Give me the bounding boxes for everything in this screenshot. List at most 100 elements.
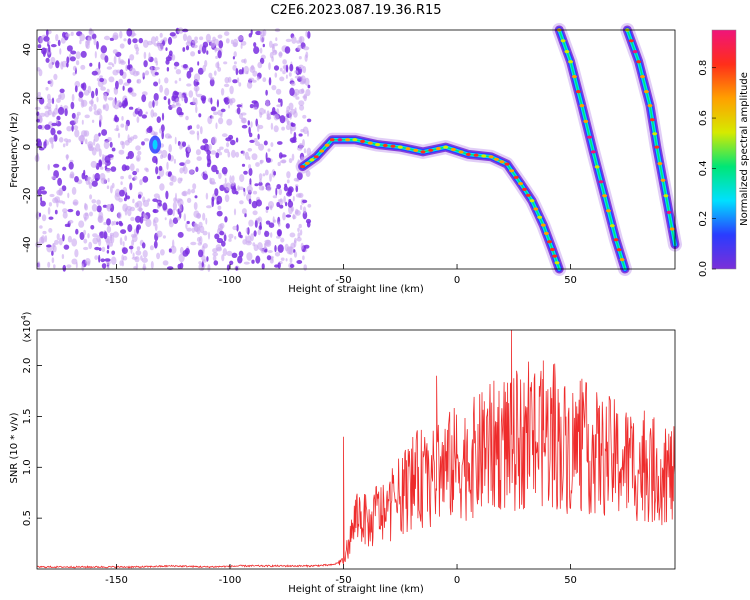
noise-speck xyxy=(164,217,167,221)
noise-speck xyxy=(213,70,217,76)
noise-speck xyxy=(172,217,179,224)
noise-speck xyxy=(174,91,180,96)
noise-speck xyxy=(288,246,294,255)
noise-speck xyxy=(124,123,129,131)
noise-speck xyxy=(303,148,307,154)
ridge-hotspot xyxy=(367,141,373,145)
noise-speck xyxy=(143,51,147,60)
noise-speck xyxy=(37,188,42,196)
noise-speck xyxy=(150,261,154,269)
noise-speck xyxy=(119,59,124,64)
ridge-hotspot xyxy=(537,215,543,219)
noise-speck xyxy=(103,92,108,101)
noise-speck xyxy=(285,201,288,207)
noise-speck xyxy=(272,219,277,223)
noise-speck xyxy=(156,41,161,48)
snr-y-tick-label: 2.0 xyxy=(22,358,33,374)
noise-speck xyxy=(119,43,125,49)
noise-speck xyxy=(211,164,218,173)
noise-speck xyxy=(217,50,222,59)
noise-speck xyxy=(74,176,79,183)
snr-x-tick-label: 0 xyxy=(454,575,460,586)
noise-speck xyxy=(153,193,160,199)
noise-speck xyxy=(67,208,74,213)
ridge-hotspot xyxy=(494,157,499,161)
noise-speck xyxy=(243,187,246,192)
noise-speck xyxy=(255,199,262,207)
noise-speck xyxy=(199,225,205,234)
noise-speck xyxy=(143,213,146,219)
noise-speck xyxy=(221,240,226,247)
noise-speck xyxy=(287,200,294,208)
noise-speck xyxy=(302,46,310,51)
noise-speck xyxy=(59,88,65,94)
noise-speck xyxy=(153,81,159,87)
noise-speck xyxy=(91,119,95,124)
noise-speck xyxy=(226,264,230,271)
noise-speck xyxy=(290,139,297,143)
noise-speck xyxy=(221,133,228,138)
noise-speck xyxy=(155,60,158,66)
noise-speck xyxy=(179,202,182,211)
noise-speck xyxy=(84,138,88,145)
noise-speck xyxy=(248,219,254,227)
noise-speckle-layer xyxy=(34,27,312,273)
noise-speck xyxy=(296,237,302,242)
noise-speck xyxy=(87,85,92,94)
noise-speck xyxy=(229,260,234,265)
noise-speck xyxy=(103,231,108,240)
noise-speck xyxy=(194,97,198,107)
ridge-hotspot xyxy=(579,104,585,108)
noise-speck xyxy=(48,137,55,143)
noise-speck xyxy=(266,116,272,120)
noise-speck xyxy=(141,94,147,103)
noise-speck xyxy=(103,35,111,41)
noise-speck xyxy=(264,239,271,244)
noise-speck xyxy=(168,144,172,153)
noise-speck xyxy=(88,241,93,250)
noise-speck xyxy=(172,239,175,248)
noise-speck xyxy=(53,264,56,269)
noise-speck xyxy=(135,51,139,55)
noise-speck xyxy=(185,159,191,165)
ridge-hotspot xyxy=(549,247,555,252)
noise-speck xyxy=(37,140,42,148)
ridge-hotspot xyxy=(613,238,619,242)
noise-speck xyxy=(124,235,128,242)
noise-speck xyxy=(296,260,303,264)
noise-speck xyxy=(220,108,226,113)
noise-speck xyxy=(264,230,270,237)
noise-speck xyxy=(57,106,65,115)
noise-speck xyxy=(250,64,255,71)
spectrogram-y-tick-label: 0 xyxy=(22,144,33,150)
noise-speck xyxy=(120,181,123,186)
figure-title: C2E6.2023.087.19.36.R15 xyxy=(270,3,441,18)
noise-speck xyxy=(289,111,293,120)
noise-speck xyxy=(121,247,128,255)
noise-speck xyxy=(273,171,276,176)
ridge-hotspot xyxy=(583,119,589,123)
noise-speck xyxy=(58,137,64,143)
noise-speck xyxy=(223,61,228,65)
noise-speck xyxy=(91,180,98,187)
noise-speck xyxy=(290,82,296,86)
noise-speck xyxy=(289,232,296,238)
noise-speck xyxy=(266,110,270,118)
noise-speck xyxy=(175,69,182,75)
noise-speck xyxy=(177,27,184,34)
ridge-hotspot xyxy=(405,147,411,151)
spectrogram-x-axis: -150 -100 -50 0 50 xyxy=(105,264,577,286)
noise-speck xyxy=(167,153,172,161)
ridge-hotspot xyxy=(319,149,325,153)
noise-speck xyxy=(124,97,128,106)
noise-speck xyxy=(270,142,274,148)
noise-speck xyxy=(252,210,258,216)
noise-speck xyxy=(251,100,258,104)
noise-speck xyxy=(229,85,234,95)
noise-speck xyxy=(132,198,135,204)
snr-x-tick-label: 50 xyxy=(564,575,577,586)
noise-speck xyxy=(59,48,62,55)
noise-speck xyxy=(271,56,274,62)
ridge-hotspot xyxy=(571,75,577,79)
noise-speck xyxy=(265,99,270,107)
